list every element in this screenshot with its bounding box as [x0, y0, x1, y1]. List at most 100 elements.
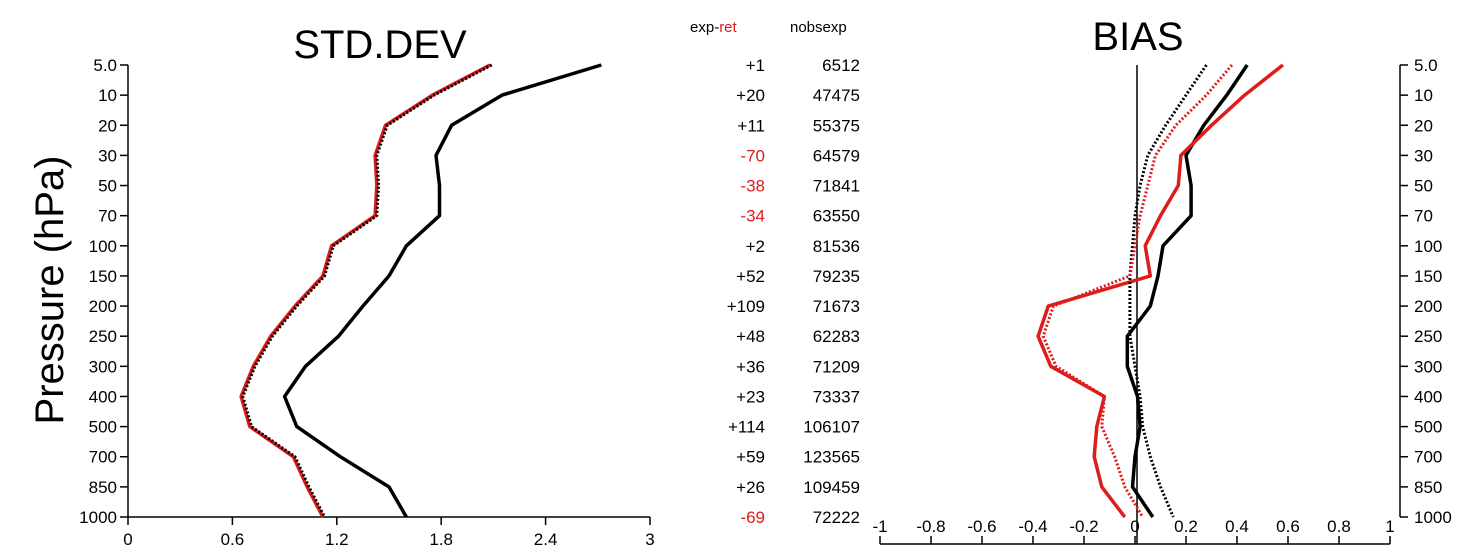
table-diff-value: +36 — [736, 357, 765, 376]
table-nobs-value: 123565 — [803, 448, 860, 467]
std-dev-series-line — [241, 63, 493, 518]
std-dev-x-tick-label: 1.8 — [429, 530, 453, 549]
bias-series-line — [1036, 63, 1284, 519]
table-nobs-value: 71209 — [813, 357, 860, 376]
bias-y-tick-label: 400 — [1414, 387, 1442, 406]
table-diff-value: +114 — [728, 418, 765, 437]
table-diff-value: -70 — [740, 146, 765, 165]
std-dev-series-line — [282, 63, 602, 518]
table-nobs-value: 63550 — [813, 207, 860, 226]
bias-y-tick-label: 150 — [1414, 267, 1442, 286]
std-dev-y-tick-label: 200 — [89, 297, 117, 316]
bias-x-tick-label: 0 — [1130, 517, 1139, 536]
std-dev-y-tick-label: 700 — [89, 448, 117, 467]
bias-x-tick-label: -0.4 — [1018, 517, 1047, 536]
header-minus: - — [714, 19, 719, 36]
header-ret: ret — [719, 19, 737, 36]
table-rows: +1 6512 +20 47475 +11 55375 -70 64579 -38 71841 -3… — [727, 56, 860, 527]
std-dev-y-tick-label: 30 — [98, 146, 117, 165]
bias-y-tick-label: 700 — [1414, 448, 1442, 467]
bias-y-tick-label: 300 — [1414, 357, 1442, 376]
bias-x-tick-label: 0.2 — [1174, 517, 1198, 536]
bias-series-line — [1128, 64, 1208, 518]
table-diff-value: +23 — [736, 387, 765, 406]
std-dev-y-tick-label: 150 — [89, 267, 117, 286]
bias-y-ticks: 5.0 10 20 30 50 70 100 150 200 250 300 400 500 700 850… — [1400, 56, 1452, 527]
bias-y-tick-label: 30 — [1414, 146, 1433, 165]
bias-y-tick-label: 10 — [1414, 86, 1433, 105]
bias-y-tick-label: 50 — [1414, 177, 1433, 196]
table-diff-value: +26 — [736, 478, 765, 497]
bias-y-tick-label: 70 — [1414, 207, 1433, 226]
table-diff-value: +2 — [746, 237, 765, 256]
std-dev-panel: STD.DEV 5.010203050701001502002503004005… — [79, 23, 655, 549]
std-dev-y-tick-label: 1000 — [79, 508, 117, 527]
table-diff-value: +20 — [736, 86, 765, 105]
bias-x-tick-label: 0.4 — [1225, 517, 1249, 536]
bias-series — [1036, 63, 1284, 519]
std-dev-x-tick-label: 1.2 — [325, 530, 349, 549]
table-nobs-value: 6512 — [822, 56, 860, 75]
table-nobs-value: 109459 — [803, 478, 860, 497]
table-diff-value: -34 — [740, 207, 765, 226]
std-dev-x-tick-label: 3 — [645, 530, 654, 549]
table-nobs-value: 71841 — [813, 177, 860, 196]
table-diff-value: +1 — [746, 56, 765, 75]
std-dev-y-tick-label: 50 — [98, 177, 117, 196]
bias-x-tick-label: -0.6 — [967, 517, 996, 536]
std-dev-series — [239, 63, 602, 518]
table-nobs-value: 62283 — [813, 327, 860, 346]
table-nobs-value: 73337 — [813, 387, 860, 406]
table-nobs-value: 71673 — [813, 297, 860, 316]
bias-y-tick-label: 200 — [1414, 297, 1442, 316]
std-dev-y-ticks: 5.0 10 20 30 50 70 100 150 200 250 300 400 500 700 850… — [79, 56, 128, 527]
std-dev-x-tick-label: 0.6 — [221, 530, 245, 549]
table-diff-value: +52 — [736, 267, 765, 286]
bias-title: BIAS — [1092, 15, 1183, 59]
std-dev-y-tick-label: 10 — [98, 86, 117, 105]
bias-y-tick-label: 500 — [1414, 418, 1442, 437]
table-header-nobsexp: nobsexp — [790, 19, 847, 36]
bias-x-tick-label: 0.8 — [1327, 517, 1351, 536]
std-dev-y-tick-label: 300 — [89, 357, 117, 376]
std-dev-y-tick-label: 70 — [98, 207, 117, 226]
bias-y-tick-label: 100 — [1414, 237, 1442, 256]
bias-panel: BIAS 5.010203050701001502002503004005007… — [872, 15, 1452, 545]
bias-x-tick-label: -0.2 — [1069, 517, 1098, 536]
bias-x-ticks: -1 -0.8 -0.6 -0.4 -0.2 0 0.2 0.4 0.6 0.8 1 — [872, 517, 1395, 544]
table-nobs-value: 79235 — [813, 267, 860, 286]
table-diff-value: +48 — [736, 327, 765, 346]
bias-x-tick-label: -0.8 — [916, 517, 945, 536]
bias-series-line — [1041, 64, 1234, 518]
bias-y-tick-label: 5.0 — [1414, 56, 1438, 75]
table-diff-value: +11 — [737, 116, 765, 135]
table-nobs-value: 81536 — [813, 237, 860, 256]
std-dev-x-ticks: 0 0.6 1.2 1.8 2.4 3 — [123, 517, 655, 549]
std-dev-x-tick-label: 0 — [123, 530, 132, 549]
bias-y-tick-label: 250 — [1414, 327, 1442, 346]
table-nobs-value: 72222 — [813, 508, 860, 527]
std-dev-y-tick-label: 400 — [89, 387, 117, 406]
table-diff-value: +59 — [736, 448, 765, 467]
table-diff-value: -38 — [740, 177, 765, 196]
std-dev-y-tick-label: 100 — [89, 237, 117, 256]
std-dev-y-tick-label: 250 — [89, 327, 117, 346]
std-dev-y-tick-label: 500 — [89, 418, 117, 437]
std-dev-y-tick-label: 850 — [89, 478, 117, 497]
bias-x-tick-label: 1 — [1385, 517, 1394, 536]
header-exp: exp — [690, 19, 714, 36]
table-nobs-value: 64579 — [813, 146, 860, 165]
table-diff-value: +109 — [727, 297, 765, 316]
table-diff-value: -69 — [740, 508, 765, 527]
table-nobs-value: 55375 — [813, 116, 860, 135]
table-nobs-value: 47475 — [813, 86, 860, 105]
table-header-exp-ret: exp-ret — [690, 19, 738, 36]
bias-y-tick-label: 1000 — [1414, 508, 1452, 527]
bias-series-line — [1125, 64, 1249, 518]
std-dev-y-tick-label: 5.0 — [93, 56, 117, 75]
table-nobs-value: 106107 — [803, 418, 860, 437]
std-dev-series-line — [239, 63, 491, 518]
std-dev-y-tick-label: 20 — [98, 116, 117, 135]
bias-x-tick-label: -1 — [872, 517, 887, 536]
